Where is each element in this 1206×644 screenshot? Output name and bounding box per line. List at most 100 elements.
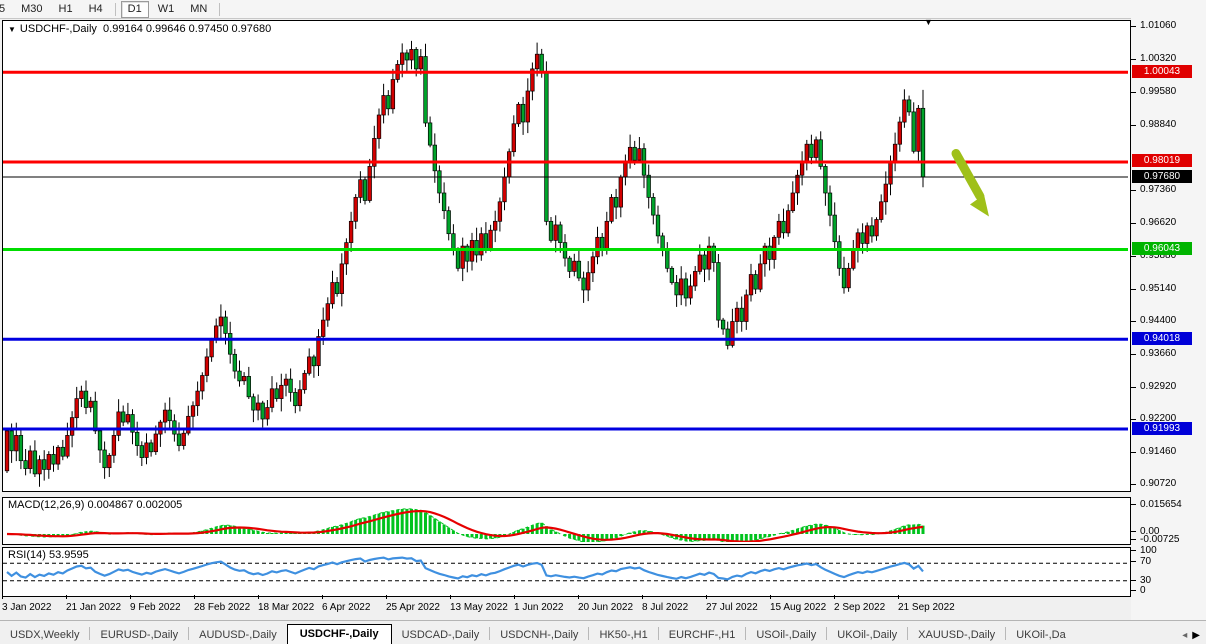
candle-body <box>223 316 228 334</box>
price-level-badge: 0.97680 <box>1132 170 1192 183</box>
candle-body <box>302 372 307 391</box>
candle-body <box>232 353 237 372</box>
chart-tab-usdx-weekly[interactable]: USDX,Weekly <box>10 629 80 641</box>
date-axis[interactable]: 3 Jan 2022 21 Jan 2022 9 Feb 2022 28 Feb 20… <box>0 595 1131 617</box>
candle-body <box>37 459 42 475</box>
candle-body <box>827 192 833 216</box>
candle-body <box>125 414 131 423</box>
candle-body <box>414 49 419 70</box>
candle-body <box>892 143 898 163</box>
price-level-badge: 0.91993 <box>1132 422 1192 435</box>
chart-tab-usdchf-daily[interactable]: USDCHF-,Daily <box>286 624 392 644</box>
quotes-collapse-icon[interactable]: ▼ <box>8 25 16 34</box>
candle-body <box>418 56 423 70</box>
candle-body <box>860 232 865 244</box>
candle-body <box>195 390 200 407</box>
candle-body <box>669 267 675 283</box>
price-axis-label: 0.92920 <box>1140 381 1177 392</box>
chart-tab-usdcad-daily[interactable]: USDCAD-,Daily <box>401 629 480 641</box>
date-axis-label: 28 Feb 2022 <box>194 602 251 613</box>
chart-tab-usoil-daily[interactable]: USOil-,Daily <box>756 629 817 641</box>
chart-tab-ukoil-da[interactable]: UKOil-,Da <box>1016 629 1066 641</box>
timeframe-button-m30[interactable]: M30 <box>21 2 43 15</box>
candle-body <box>362 179 368 201</box>
tab-scroll-right-icon[interactable]: ▶ <box>1192 630 1200 641</box>
candle-body <box>200 375 205 392</box>
chart-tab-eurusd-daily[interactable]: EURUSD-,Daily <box>100 629 179 641</box>
candle-body <box>209 339 214 358</box>
candle-body <box>613 197 619 208</box>
candle-body <box>325 303 330 321</box>
tab-separator <box>907 627 909 640</box>
timeframe-button-h4[interactable]: H4 <box>88 2 103 15</box>
price-axis-label: 1.00320 <box>1140 53 1177 64</box>
candle-body <box>42 459 47 470</box>
candle-body <box>790 192 795 212</box>
timeframe-button-h1[interactable]: H1 <box>58 2 73 15</box>
chart-tab-xauusd-daily[interactable]: XAUUSD-,Daily <box>918 629 996 641</box>
tab-separator <box>745 627 747 640</box>
chart-tab-ukoil-daily[interactable]: UKOil-,Daily <box>837 629 898 641</box>
candle-body <box>483 233 489 250</box>
date-axis-tick <box>770 595 771 599</box>
price-axis[interactable]: 1.01060 1.00320 0.99580 0.98840 0.97360 0.966… <box>1131 0 1206 620</box>
timeframe-button-5[interactable]: 5 <box>0 2 6 15</box>
price-axis-label: 0.91460 <box>1140 446 1177 457</box>
candle-body <box>809 143 814 158</box>
candle-body <box>121 411 126 423</box>
timeframe-button-w1[interactable]: W1 <box>157 2 175 15</box>
date-axis-tick <box>2 595 3 599</box>
date-axis-label: 13 May 2022 <box>450 602 508 613</box>
price-axis-label: 0.94400 <box>1140 315 1177 326</box>
rsi-label: RSI(14) 53.9595 <box>8 549 89 561</box>
candle-body <box>237 370 242 382</box>
candle-body <box>386 95 391 110</box>
candle-body <box>167 409 172 422</box>
macd-axis-tick <box>1131 531 1136 532</box>
price-axis-label: 0.93660 <box>1140 348 1177 359</box>
candle-body <box>865 225 870 244</box>
macd-indicator-pane[interactable] <box>2 497 1131 545</box>
candle-body <box>460 245 465 269</box>
candle-body <box>832 214 837 243</box>
price-axis-tick <box>1131 484 1136 485</box>
candle-body <box>316 336 321 367</box>
candle-body <box>720 319 726 330</box>
date-axis-label: 1 Jun 2022 <box>514 602 564 613</box>
date-axis-label: 27 Jul 2022 <box>706 602 758 613</box>
date-axis-label: 18 Mar 2022 <box>258 602 315 613</box>
chart-tab-audusd-daily[interactable]: AUDUSD-,Daily <box>199 629 277 641</box>
candle-body <box>693 271 698 287</box>
chart-tab-usdcnh-daily[interactable]: USDCNH-,Daily <box>500 629 579 641</box>
candle-body <box>376 114 382 139</box>
chart-shift-marker-icon[interactable]: ▼ <box>924 17 933 27</box>
candle-body <box>567 257 572 272</box>
chart-tab-eurchf-h1[interactable]: EURCHF-,H1 <box>668 629 736 641</box>
date-axis-label: 21 Sep 2022 <box>898 602 955 613</box>
rsi-indicator-pane[interactable] <box>2 547 1131 597</box>
candle-body <box>288 378 293 393</box>
candle-body <box>372 138 377 167</box>
price-axis-tick <box>1131 452 1136 453</box>
price-chart-pane[interactable] <box>2 20 1131 492</box>
macd-values: 0.004867 0.002005 <box>87 499 183 511</box>
timeframe-button-mn[interactable]: MN <box>190 2 208 15</box>
candle-body <box>855 232 861 251</box>
candle-body <box>558 224 563 243</box>
price-axis-label: 0.92200 <box>1140 413 1177 424</box>
sell-arrow-annotation[interactable] <box>951 149 989 217</box>
candle-body <box>906 99 912 113</box>
chart-tab-hk50-h1[interactable]: HK50-,H1 <box>599 629 648 641</box>
tab-scroll-left-icon[interactable]: ◂ <box>1182 630 1188 641</box>
rsi-value: 53.9595 <box>48 549 89 561</box>
date-axis-tick <box>130 595 131 599</box>
candle-body <box>679 278 684 296</box>
macd-axis-label: -0.00725 <box>1140 534 1180 545</box>
candle-body <box>297 389 303 407</box>
price-level-badge: 1.00043 <box>1132 65 1192 78</box>
candle-body <box>269 388 275 408</box>
candle-body <box>837 241 842 269</box>
date-axis-label: 2 Sep 2022 <box>834 602 886 613</box>
timeframe-button-d1[interactable]: D1 <box>120 0 149 18</box>
candle-body <box>706 245 712 270</box>
